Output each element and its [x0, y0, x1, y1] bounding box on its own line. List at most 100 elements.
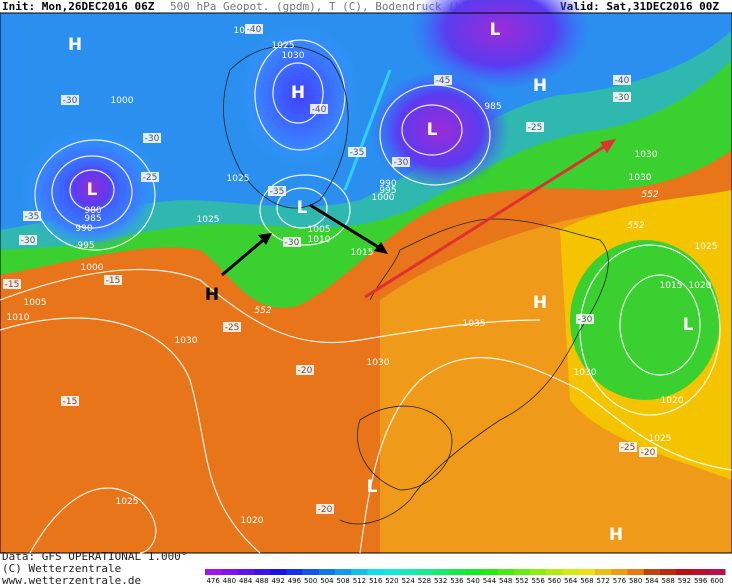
pressure-center: H [533, 76, 547, 96]
temperature-label-box [268, 186, 286, 196]
colorbar-label: 548 [499, 577, 512, 585]
colorbar-swatch [270, 569, 287, 575]
colorbar-label: 572 [596, 577, 609, 585]
colorbar-label: 512 [353, 577, 366, 585]
colorbar-label: 536 [450, 577, 464, 585]
pressure-label: 1030 [175, 336, 198, 346]
temperature-label: -35 [25, 212, 40, 222]
land [223, 45, 609, 525]
colorbar-label: 592 [678, 577, 691, 585]
pressure-label: 985 [484, 102, 501, 112]
temperature-label-box [576, 314, 594, 324]
colorbar-label: 528 [418, 577, 431, 585]
colorbar-swatch [660, 569, 677, 575]
colorbar-swatch [400, 569, 417, 575]
temperature-label-box [316, 504, 334, 514]
colorbar-swatch [383, 569, 401, 575]
temperature-label-box [639, 447, 657, 457]
colorbar-label: 524 [401, 577, 415, 585]
geopotential-label: 552 [641, 190, 658, 200]
pressure-label: 1000 [372, 193, 395, 203]
pressure-center: L [683, 315, 694, 335]
colorbar-label: 596 [694, 577, 708, 585]
pressure-center: L [427, 120, 438, 140]
temperature-label-box [3, 279, 21, 289]
pressure-label: 1025 [649, 434, 672, 444]
pressure-label: 1005 [308, 225, 331, 235]
colorbar-label: 520 [385, 577, 398, 585]
pressure-label: 1020 [661, 396, 684, 406]
colorbar-label: 580 [629, 577, 642, 585]
colorbar-label: 584 [645, 577, 659, 585]
pressure-label: 1000 [81, 263, 104, 273]
colorbar-swatch [351, 569, 368, 575]
colorbar-label: 540 [466, 577, 479, 585]
map-title: 500 hPa Geopot. (gpdm), T (C), Bodendruc… [170, 0, 482, 13]
colorbar-swatch [286, 569, 303, 575]
colorbar-label: 516 [369, 577, 383, 585]
temperature-label: -15 [5, 280, 20, 290]
temperature-label-box [19, 235, 37, 245]
temperature-label-box [245, 24, 263, 34]
temperature-label: -30 [145, 134, 160, 144]
colorbar-swatch [367, 569, 385, 575]
colorbar-swatch [416, 569, 433, 575]
colorbar-label: 492 [271, 577, 284, 585]
colorbar-swatch [562, 569, 580, 575]
temperature-label-box [283, 237, 301, 247]
colorbar-swatch [335, 569, 352, 575]
colorbar-label: 560 [548, 577, 561, 585]
map-labels: 1020102510301000985102599099510009809859… [3, 20, 717, 545]
colorbar-label: 488 [255, 577, 268, 585]
temperature-label-box [104, 275, 122, 285]
colorbar-label: 480 [223, 577, 236, 585]
copyright: (C) Wetterzentrale [2, 562, 122, 575]
colorbar-label: 600 [710, 577, 723, 585]
contours [0, 39, 732, 554]
pressure-center: H [68, 35, 82, 55]
colorbar-swatch [237, 569, 255, 575]
temperature-label-box [223, 322, 241, 332]
pressure-center: H [609, 525, 623, 545]
colorbar-swatch [221, 569, 238, 575]
colorbar-swatch [481, 569, 498, 575]
temperature-label: -15 [106, 276, 121, 286]
pressure-label: 1005 [24, 298, 47, 308]
temperature-label: -35 [270, 187, 285, 197]
pressure-label: 1000 [111, 96, 134, 106]
pressure-label: 985 [84, 214, 101, 224]
colorbar-swatch [611, 569, 628, 575]
temperature-label-box [348, 147, 366, 157]
temperature-label-box [23, 211, 41, 221]
pressure-center: L [490, 20, 501, 40]
pressure-label: 1030 [635, 150, 658, 160]
init-time: Init: Mon,26DEC2016 06Z [2, 0, 155, 13]
temperature-label-box [613, 92, 631, 102]
colorbar: 476 480 484 488 492 496 500 504 508 512 516 520 524 5… [205, 569, 726, 585]
temperature-label-box [296, 365, 314, 375]
colorbar-label: 568 [580, 577, 593, 585]
temperature-label: -30 [21, 236, 36, 246]
temperature-label-box [61, 396, 79, 406]
colorbar-label: 508 [336, 577, 349, 585]
pressure-label: 1025 [227, 174, 250, 184]
colorbar-swatch [497, 569, 515, 575]
pressure-center: H [291, 83, 305, 103]
pressure-center: L [87, 180, 98, 200]
colorbar-swatch [530, 569, 547, 575]
colorbar-label: 476 [206, 577, 220, 585]
colorbar-label: 532 [434, 577, 447, 585]
pressure-label: 1030 [629, 173, 652, 183]
pressure-center: L [367, 477, 378, 497]
pressure-center: H [205, 285, 219, 305]
pressure-label: 990 [379, 179, 396, 189]
colorbar-label: 544 [483, 577, 497, 585]
temperature-label-box [310, 104, 328, 114]
colorbar-label: 484 [239, 577, 253, 585]
pressure-label: 995 [379, 186, 396, 196]
temperature-label: -25 [143, 173, 158, 183]
colorbar-label: 552 [515, 577, 528, 585]
colorbar-swatch [465, 569, 482, 575]
temperature-label: -40 [312, 105, 327, 115]
colorbar-swatch [205, 569, 222, 575]
